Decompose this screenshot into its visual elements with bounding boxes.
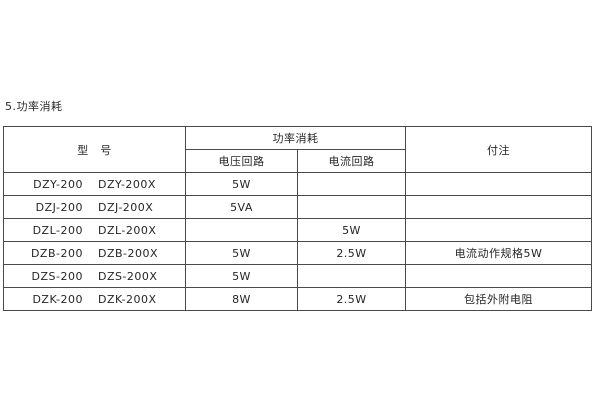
model-cell: DZS-200 DZS-200X	[3, 264, 186, 288]
table-row: DZB-200 DZB-200X 5W 2.5W 电流动作规格5W	[3, 241, 592, 265]
note-cell: 包括外附电阻	[405, 287, 592, 311]
power-consumption-table: 型 号 功率消耗 付注 电压回路 电流回路 DZY-200 DZY-200X 5…	[3, 126, 592, 311]
current-cell: 2.5W	[297, 287, 406, 311]
model-name-x: DZS-200X	[97, 269, 158, 283]
note-cell	[405, 264, 592, 288]
header-voltage-circuit: 电压回路	[185, 149, 298, 173]
model-name-x: DZK-200X	[97, 292, 157, 306]
model-cell: DZL-200 DZL-200X	[3, 218, 186, 242]
model-cell: DZK-200 DZK-200X	[3, 287, 186, 311]
note-cell	[405, 172, 592, 196]
model-name: DZL-200	[32, 223, 83, 237]
voltage-cell: 5W	[185, 172, 298, 196]
header-row-1: 型 号 功率消耗 付注	[3, 126, 592, 173]
note-cell	[405, 218, 592, 242]
model-name-x: DZJ-200X	[97, 200, 154, 214]
model-name-x: DZY-200X	[97, 177, 156, 191]
current-cell	[297, 172, 406, 196]
header-notes: 付注	[405, 126, 592, 173]
voltage-cell: 5W	[185, 264, 298, 288]
model-name-x: DZB-200X	[97, 246, 159, 260]
current-cell: 2.5W	[297, 241, 406, 265]
note-cell: 电流动作规格5W	[405, 241, 592, 265]
current-cell: 5W	[297, 218, 406, 242]
table-row: DZY-200 DZY-200X 5W	[3, 172, 592, 196]
header-current-circuit: 电流回路	[297, 149, 406, 173]
model-cell: DZJ-200 DZJ-200X	[3, 195, 186, 219]
voltage-cell: 5VA	[185, 195, 298, 219]
table-row: DZK-200 DZK-200X 8W 2.5W 包括外附电阻	[3, 287, 592, 311]
model-cell: DZY-200 DZY-200X	[3, 172, 186, 196]
note-cell	[405, 195, 592, 219]
header-power-group: 功率消耗	[185, 126, 406, 150]
current-cell	[297, 264, 406, 288]
current-cell	[297, 195, 406, 219]
model-name: DZB-200	[30, 246, 83, 260]
table-row: DZL-200 DZL-200X 5W	[3, 218, 592, 242]
table-row: DZJ-200 DZJ-200X 5VA	[3, 195, 592, 219]
header-model: 型 号	[3, 126, 186, 173]
model-name: DZK-200	[32, 292, 83, 306]
model-name: DZS-200	[31, 269, 83, 283]
voltage-cell: 8W	[185, 287, 298, 311]
voltage-cell: 5W	[185, 241, 298, 265]
header-row-2: 电压回路 电流回路	[4, 149, 592, 173]
section-title: 5.功率消耗	[5, 100, 63, 113]
model-name: DZJ-200	[35, 200, 83, 214]
model-cell: DZB-200 DZB-200X	[3, 241, 186, 265]
model-name-x: DZL-200X	[97, 223, 157, 237]
model-name: DZY-200	[33, 177, 83, 191]
table-row: DZS-200 DZS-200X 5W	[3, 264, 592, 288]
voltage-cell	[185, 218, 298, 242]
